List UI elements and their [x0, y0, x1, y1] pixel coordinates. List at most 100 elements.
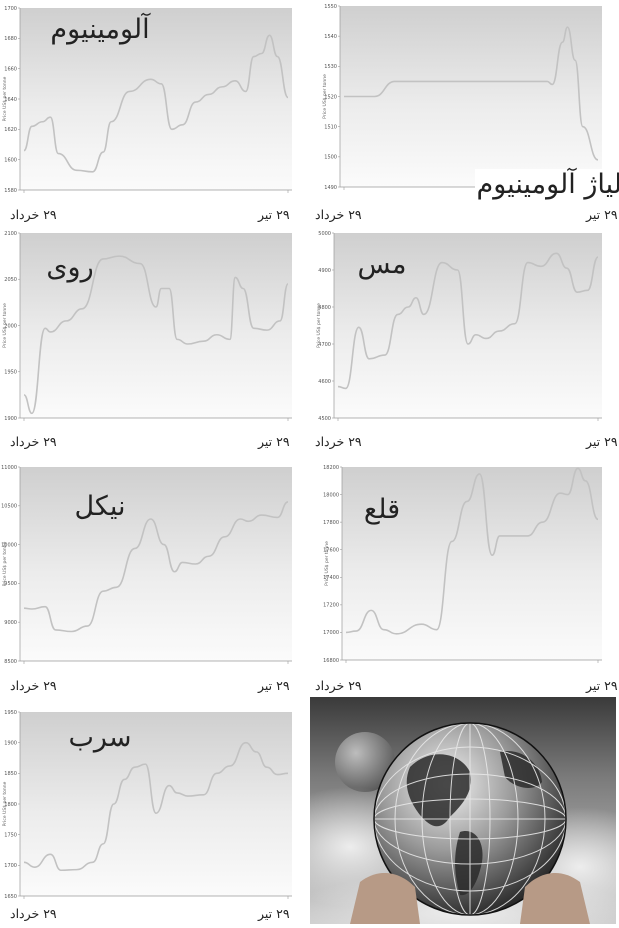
chart-nickel-start-date: ۲۹ خرداد	[10, 678, 57, 693]
y-tick-label: 10500	[1, 504, 17, 510]
chart-title: سرب	[69, 722, 132, 753]
y-tick-label: 1680	[4, 36, 17, 42]
chart-tin: 16800 17000 17200 17400 17600 17800 18000 18200…	[312, 460, 618, 670]
y-tick-label: 1700	[4, 6, 17, 12]
y-tick-label: 2000	[4, 323, 17, 329]
globe-image	[260, 697, 619, 928]
chart-aluminium-alloy: 1490 1500 1510 1520 1530 1540 1550 Price US$ pe…	[308, 0, 619, 200]
chart-copper: 4500 4600 4700 4800 4900 5000 Price US$ per to…	[312, 228, 618, 428]
y-tick-label: 1650	[4, 894, 17, 900]
chart-title: نیکل	[74, 491, 125, 522]
y-tick-label: 1520	[324, 94, 337, 100]
series-line-nickel	[23, 501, 289, 633]
chart-nickel: 8500 9000 9500 10000 10500 11000 Price US$ per…	[0, 460, 300, 670]
y-tick-label: 2050	[4, 277, 17, 283]
y-tick-label: 1620	[4, 127, 17, 133]
series-line-zinc	[23, 255, 289, 415]
chart-aluminium-alloy-end-date: ۲۹ تیر	[586, 207, 618, 222]
chart-title: روی	[46, 252, 93, 283]
title-backdrop	[475, 169, 619, 199]
chart-zinc-end-date: ۲۹ تیر	[258, 434, 290, 449]
series-line-copper	[337, 252, 599, 390]
y-axis-label: Price US$ per tonne	[322, 74, 328, 119]
y-axis-label: Price US$ per tonne	[2, 303, 8, 348]
chart-title: مس	[358, 249, 407, 280]
y-axis-label: Price US$ per tonne	[2, 781, 8, 826]
y-tick-label: 10000	[1, 542, 17, 548]
y-tick-label: 16800	[323, 658, 339, 664]
chart-aluminium: 1580 1600 1620 1640 1660 1680 1700 Price US$ pe…	[0, 0, 300, 200]
y-tick-label: 17400	[323, 575, 339, 581]
chart-zinc: 1900 1950 2000 2050 2100 Price US$ per tonne ر…	[0, 228, 300, 428]
y-tick-label: 1500	[324, 155, 337, 161]
y-tick-label: 4500	[318, 416, 331, 422]
y-tick-label: 1530	[324, 64, 337, 70]
series-line-aluminium-alloy	[344, 26, 599, 161]
chart-zinc-start-date: ۲۹ خرداد	[10, 434, 57, 449]
chart-copper-svg: 4500 4600 4700 4800 4900 5000 Price US$ per to…	[316, 231, 602, 422]
chart-title: آلیاژ آلومینیوم	[477, 167, 619, 200]
y-tick-label: 2100	[4, 231, 17, 237]
chart-title: قلع	[364, 494, 400, 525]
y-axis-label: Price US$ per tonne	[2, 541, 8, 586]
chart-lead-end-date: ۲۹ تیر	[258, 906, 290, 921]
y-tick-label: 18200	[323, 465, 339, 471]
plot-area	[20, 712, 292, 896]
y-tick-label: 17200	[323, 603, 339, 609]
y-tick-label: 1750	[4, 832, 17, 838]
y-tick-label: 1900	[4, 740, 17, 746]
y-tick-label: 4800	[318, 305, 331, 311]
chart-tin-svg: 16800 17000 17200 17400 17600 17800 18000 18200…	[323, 465, 602, 664]
chart-aluminium-svg: 1580 1600 1620 1640 1660 1680 1700 Price US$ pe…	[2, 6, 292, 194]
y-tick-label: 1490	[324, 185, 337, 191]
chart-nickel-svg: 8500 9000 9500 10000 10500 11000 Price US$ per…	[1, 465, 292, 665]
y-tick-label: 4700	[318, 342, 331, 348]
y-tick-label: 1900	[4, 416, 17, 422]
chart-aluminium-start-date: ۲۹ خرداد	[10, 207, 57, 222]
y-tick-label: 1550	[324, 4, 337, 10]
plot-area	[20, 233, 292, 418]
chart-aluminium-end-date: ۲۹ تیر	[258, 207, 290, 222]
y-tick-label: 18000	[323, 492, 339, 498]
y-tick-label: 5000	[318, 231, 331, 237]
y-tick-label: 1700	[4, 863, 17, 869]
y-tick-label: 1600	[4, 157, 17, 163]
y-tick-label: 4900	[318, 268, 331, 274]
y-tick-label: 1540	[324, 34, 337, 40]
chart-aluminium-alloy-svg: 1490 1500 1510 1520 1530 1540 1550 Price US$ pe…	[322, 4, 619, 200]
y-tick-label: 17800	[323, 520, 339, 526]
chart-title: آلومینیوم	[50, 12, 151, 45]
chart-nickel-end-date: ۲۹ تیر	[258, 678, 290, 693]
plot-area	[334, 233, 602, 418]
chart-copper-end-date: ۲۹ تیر	[586, 434, 618, 449]
y-tick-label: 9000	[4, 620, 17, 626]
chart-tin-start-date: ۲۹ خرداد	[315, 678, 362, 693]
y-axis-label: Price US$ per tonne	[324, 541, 330, 586]
y-tick-label: 1580	[4, 188, 17, 194]
y-tick-label: 1850	[4, 771, 17, 777]
y-tick-label: 17000	[323, 630, 339, 636]
chart-copper-start-date: ۲۹ خرداد	[315, 434, 362, 449]
y-axis-label: Price US$ per tonne	[2, 76, 8, 121]
series-line-aluminium	[23, 34, 289, 173]
series-line-tin	[345, 467, 599, 635]
chart-lead: 1650 1700 1750 1800 1850 1900 1950 Price US$ pe…	[0, 704, 300, 904]
plot-area	[342, 467, 602, 660]
chart-zinc-svg: 1900 1950 2000 2050 2100 Price US$ per tonne ر…	[2, 231, 292, 422]
chart-lead-start-date: ۲۹ خرداد	[10, 906, 57, 921]
y-tick-label: 9500	[4, 581, 17, 587]
y-tick-label: 1660	[4, 66, 17, 72]
y-tick-label: 1640	[4, 97, 17, 103]
y-tick-label: 8500	[4, 659, 17, 665]
plot-area	[340, 6, 602, 187]
series-line-lead	[23, 741, 289, 872]
y-tick-label: 1510	[324, 124, 337, 130]
globe-illustration	[260, 697, 619, 928]
chart-tin-end-date: ۲۹ تیر	[586, 678, 618, 693]
y-tick-label: 1950	[4, 710, 17, 716]
y-tick-label: 1950	[4, 370, 17, 376]
chart-aluminium-alloy-start-date: ۲۹ خرداد	[315, 207, 362, 222]
y-tick-label: 17600	[323, 548, 339, 554]
y-axis-label: Price US$ per tonne	[316, 303, 322, 348]
y-tick-label: 4600	[318, 379, 331, 385]
